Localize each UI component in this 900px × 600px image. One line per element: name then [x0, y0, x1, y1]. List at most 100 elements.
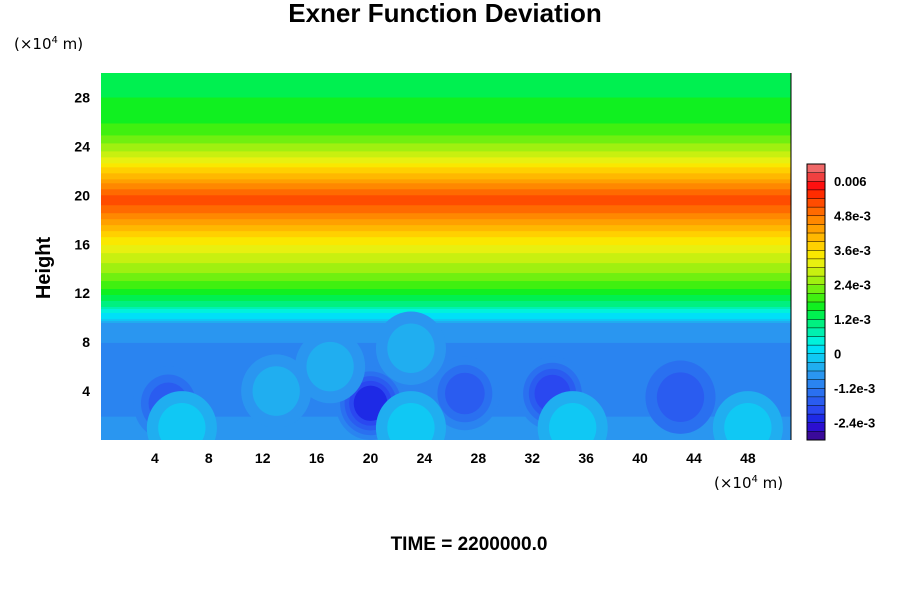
y-axis-label: Height — [33, 237, 55, 300]
contour-band — [101, 118, 791, 122]
contour-band — [101, 432, 791, 435]
contour-band — [101, 330, 791, 333]
colorbar-swatch — [807, 293, 825, 303]
contour-band — [101, 254, 791, 258]
colorbar-swatch — [807, 267, 825, 277]
contour-band — [101, 112, 791, 116]
contour-band — [101, 358, 791, 361]
y-tick-label: 20 — [74, 187, 90, 203]
colorbar-swatch — [807, 207, 825, 217]
contour-band — [101, 276, 791, 280]
contour-band — [101, 314, 791, 317]
contour-band — [101, 80, 791, 84]
y-unit-label: (×104 m) — [14, 35, 83, 53]
contour-band — [101, 196, 791, 200]
contour-band — [101, 198, 791, 202]
contour-band — [101, 172, 791, 176]
contour-band — [101, 360, 791, 363]
contour-band — [101, 238, 791, 242]
colorbar-frame — [806, 163, 826, 441]
colorbar-tick-label: -2.4e-3 — [834, 415, 875, 430]
contour-band — [101, 262, 791, 266]
contour-band — [101, 73, 791, 76]
contour-band — [101, 288, 791, 292]
anomaly-cell — [353, 385, 388, 421]
contour-band — [101, 104, 791, 108]
colorbar-swatch — [807, 164, 825, 174]
contour-band — [101, 124, 791, 128]
contour-band — [101, 268, 791, 272]
contour-band — [101, 350, 791, 353]
anomaly-cell — [387, 323, 435, 374]
contour-band — [101, 334, 791, 337]
colorbar-swatch — [807, 276, 825, 286]
anomaly-cell — [252, 366, 300, 416]
contour-band — [101, 320, 791, 323]
x-tick-label: 20 — [363, 450, 379, 466]
contour-band — [101, 430, 791, 433]
contour-band — [101, 184, 791, 188]
contour-band — [101, 218, 791, 222]
y-tick-label: 8 — [82, 334, 90, 350]
contour-band — [101, 162, 791, 166]
colorbar-swatch — [807, 198, 825, 208]
contour-band — [101, 190, 791, 194]
contour-band — [101, 140, 791, 144]
contour-band — [101, 272, 791, 276]
anomaly-cell — [387, 403, 435, 440]
contour-band — [101, 100, 791, 104]
colorbar-tick-label: 1.2e-3 — [834, 312, 871, 327]
x-tick-label: 24 — [417, 450, 433, 466]
contour-band — [101, 298, 791, 301]
colorbar-tick-labels: -2.4e-3 -1.2e-3 0 1.2e-3 2.4e-3 3.6e-3 4.8e-3 0… — [834, 174, 875, 431]
contour-band — [101, 212, 791, 216]
contour-band — [101, 266, 791, 270]
y-tick-label: 16 — [74, 236, 90, 252]
y-tick-label: 4 — [82, 383, 90, 399]
contour-band — [101, 340, 791, 343]
colorbar-tick-label: -1.2e-3 — [834, 381, 875, 396]
contour-band — [101, 250, 791, 254]
contour-band — [101, 328, 791, 331]
contour-band — [101, 176, 791, 180]
colorbar-swatch — [807, 379, 825, 389]
colorbar-swatch — [807, 362, 825, 372]
contour-band — [101, 132, 791, 136]
contour-band — [101, 296, 791, 299]
contour-band — [101, 90, 791, 94]
contour-band — [101, 270, 791, 274]
contour-band — [101, 166, 791, 170]
contour-band — [101, 232, 791, 236]
x-tick-label: 8 — [205, 450, 213, 466]
x-tick-label: 40 — [632, 450, 648, 466]
colorbar-swatch — [807, 310, 825, 320]
colorbar-swatch — [807, 189, 825, 199]
x-tick-label: 36 — [578, 450, 594, 466]
anomaly-cell — [656, 372, 705, 422]
colorbar-tick-label: 2.4e-3 — [834, 277, 871, 292]
contour-band — [101, 246, 791, 250]
colorbar-swatch — [807, 327, 825, 337]
contour-band — [101, 322, 791, 325]
y-tick-label: 28 — [74, 89, 90, 105]
contour-band — [101, 312, 791, 315]
anomaly-cell — [306, 341, 354, 392]
contour-band — [101, 348, 791, 351]
colorbar-tick-label: 3.6e-3 — [834, 243, 871, 258]
contour-band — [101, 78, 791, 82]
y-tick-label: 24 — [74, 138, 90, 154]
contour-band — [101, 138, 791, 142]
contour-band — [101, 136, 791, 140]
contour-band — [101, 434, 791, 437]
contour-band — [101, 216, 791, 220]
contour-band — [101, 242, 791, 246]
y-tick-labels: 4 8 12 16 20 24 28 — [74, 89, 90, 399]
colorbar-swatch — [807, 422, 825, 432]
contour-band — [101, 306, 791, 309]
contour-band — [101, 304, 791, 307]
x-tick-label: 4 — [151, 450, 159, 466]
contour-band — [101, 142, 791, 146]
x-tick-label: 28 — [471, 450, 487, 466]
contour-band — [101, 282, 791, 286]
contour-band — [101, 110, 791, 114]
